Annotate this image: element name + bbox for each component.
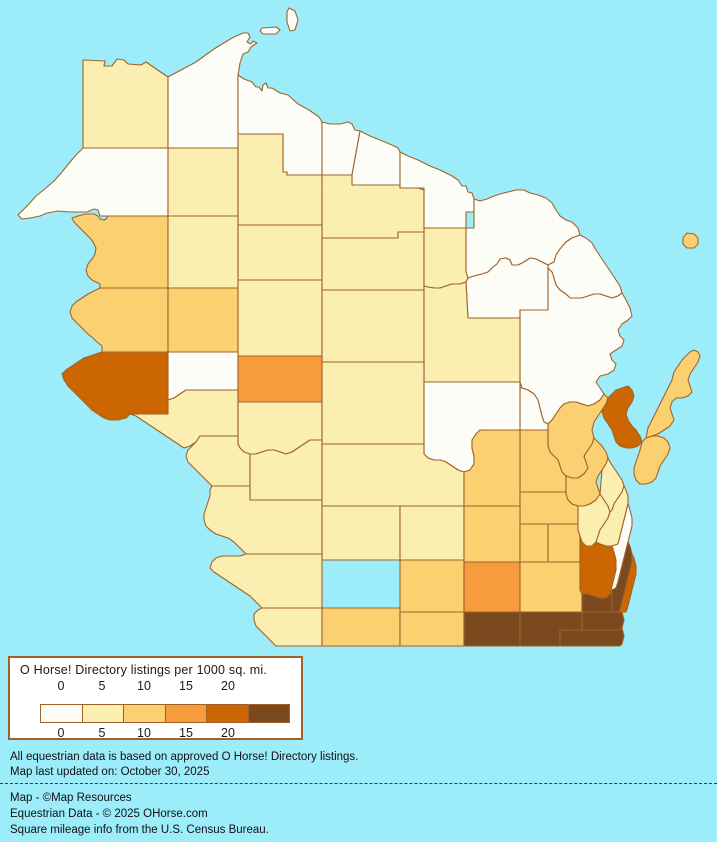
legend-color-bar (40, 704, 290, 723)
county-lincoln[interactable] (423, 227, 469, 289)
county-richland[interactable] (321, 505, 401, 561)
county-iowa[interactable] (399, 559, 465, 613)
island-sand (259, 26, 281, 35)
legend-swatch-0-5[interactable] (81, 705, 123, 722)
legend-tick-bottom-4: 20 (221, 726, 235, 740)
county-kewaunee[interactable] (633, 435, 671, 485)
county-barron[interactable] (167, 215, 239, 289)
legend-ticks-top: 0 5 10 15 20 (10, 679, 301, 695)
footer-divider (0, 783, 717, 784)
legend-swatch-over-20[interactable] (247, 705, 289, 722)
legend-tick-bottom-1: 5 (98, 726, 106, 740)
county-dane[interactable] (463, 561, 521, 613)
legend-tick-top-0: 0 (57, 679, 65, 693)
data-notes: All equestrian data is based on approved… (10, 750, 710, 780)
county-green-lake[interactable] (547, 523, 581, 563)
county-eau-claire[interactable] (237, 355, 323, 403)
notes-line-1: All equestrian data is based on approved… (10, 751, 359, 763)
credits: Map - ©Map Resources Equestrian Data - ©… (10, 790, 710, 838)
county-polk[interactable] (71, 213, 169, 289)
legend-tick-top-1: 5 (98, 679, 106, 693)
legend-swatch-10-15[interactable] (164, 705, 206, 722)
county-ozaukee[interactable] (617, 553, 637, 613)
county-jefferson[interactable] (519, 561, 583, 613)
credits-line-2: Equestrian Data - © 2025 OHorse.com (10, 808, 208, 820)
county-dunn[interactable] (167, 287, 239, 353)
legend-ticks-bottom: 0 5 10 15 20 (10, 726, 301, 742)
county-douglas[interactable] (82, 58, 169, 149)
island-washington (682, 232, 699, 249)
legend-title: O Horse! Directory listings per 1000 sq.… (20, 663, 268, 677)
island-madeline (286, 7, 299, 32)
legend-tick-top-4: 20 (221, 679, 235, 693)
county-washburn[interactable] (167, 147, 239, 217)
wisconsin-choropleth-map (17, 7, 701, 647)
legend-tick-bottom-3: 15 (179, 726, 193, 740)
legend-swatch-under-0[interactable] (41, 705, 82, 722)
map-svg (17, 7, 701, 647)
county-door[interactable] (645, 349, 701, 439)
county-clark[interactable] (321, 289, 425, 363)
county-buffalo[interactable] (129, 389, 239, 449)
legend-tick-bottom-0: 0 (57, 726, 65, 740)
county-chippewa[interactable] (237, 279, 323, 357)
credits-line-3: Square mileage info from the U.S. Census… (10, 824, 269, 836)
county-rusk[interactable] (237, 224, 323, 281)
notes-line-2: Map last updated on: October 30, 2025 (10, 766, 210, 778)
county-brown[interactable] (601, 385, 643, 449)
county-lafayette[interactable] (321, 607, 401, 647)
legend-tick-top-3: 15 (179, 679, 193, 693)
credits-line-1: Map - ©Map Resources (10, 792, 132, 804)
legend-tick-bottom-2: 10 (137, 726, 151, 740)
county-sauk[interactable] (399, 505, 465, 561)
legend-swatch-5-10[interactable] (123, 705, 165, 722)
legend-tick-top-2: 10 (137, 679, 151, 693)
county-marquette[interactable] (519, 523, 549, 563)
county-rock[interactable] (463, 611, 521, 647)
county-jackson[interactable] (321, 361, 425, 445)
county-taylor[interactable] (321, 231, 425, 291)
county-kenosha[interactable] (559, 627, 625, 647)
county-racine[interactable] (581, 611, 625, 631)
county-pierce[interactable] (61, 351, 169, 421)
legend-swatch-15-20[interactable] (206, 705, 248, 722)
county-la-crosse[interactable] (185, 435, 251, 487)
legend-panel: O Horse! Directory listings per 1000 sq.… (8, 656, 303, 740)
county-green[interactable] (399, 611, 465, 647)
county-columbia[interactable] (463, 505, 521, 563)
county-adams[interactable] (463, 429, 521, 507)
county-oneida[interactable] (399, 151, 475, 229)
